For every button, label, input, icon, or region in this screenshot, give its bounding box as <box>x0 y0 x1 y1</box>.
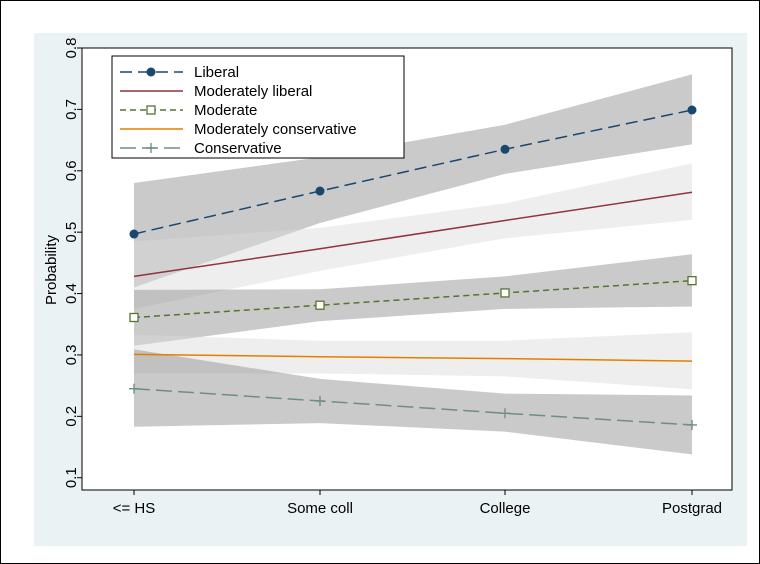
series-lines <box>133 109 693 426</box>
marker-2-3 <box>687 276 697 286</box>
x-tick-label-0: <= HS <box>113 500 156 517</box>
y-tick-label-5: 0.6 <box>63 160 80 181</box>
series-line-3 <box>133 353 693 362</box>
series-line-2 <box>133 279 693 319</box>
ci-band-2 <box>134 254 692 346</box>
marker-4-0 <box>129 383 139 394</box>
ci-band-3 <box>134 332 692 390</box>
legend-label-4: Conservative <box>194 140 282 157</box>
marker-4-2 <box>500 408 510 419</box>
legend-marker-4 <box>146 143 156 153</box>
ci-band-1 <box>134 163 692 309</box>
series-line-0 <box>133 109 693 235</box>
y-tick-label-7: 0.8 <box>63 38 80 59</box>
y-tick-label-0: 0.1 <box>63 467 80 488</box>
legend-marker-0 <box>146 67 156 77</box>
y-tick-label-3: 0.4 <box>63 283 80 304</box>
marker-4-1 <box>315 395 325 406</box>
legend-marker-2 <box>146 105 156 115</box>
marker-0-0 <box>129 229 139 239</box>
marker-2-2 <box>500 288 510 298</box>
x-tick-label-1: Some coll <box>287 500 353 517</box>
legend-label-3: Moderately conservative <box>194 121 357 138</box>
y-axis-label: Probability <box>43 234 60 305</box>
series-line-4 <box>133 387 693 426</box>
x-tick-label-2: College <box>480 500 531 517</box>
x-tick-label-3: Postgrad <box>662 500 722 517</box>
plot-area <box>81 47 733 491</box>
marker-2-0 <box>129 312 139 323</box>
y-tick-label-6: 0.7 <box>63 99 80 120</box>
ci-band-0 <box>134 74 692 288</box>
series-line-1 <box>133 191 693 278</box>
y-axis: 0.1 0.2 0.3 0.4 0.5 0.6 0.7 0.8 <box>63 38 83 490</box>
legend-label-2: Moderate <box>194 102 257 119</box>
marker-0-3 <box>687 105 697 115</box>
marker-0-1 <box>315 186 325 196</box>
legend-label-0: Liberal <box>194 64 239 81</box>
legend-label-1: Moderately liberal <box>194 83 312 100</box>
confidence-bands <box>134 74 692 455</box>
y-tick-label-1: 0.2 <box>63 406 80 427</box>
ci-band-4 <box>134 349 692 455</box>
marker-4-3 <box>687 419 697 430</box>
legend-box <box>111 55 405 159</box>
legend: Liberal Moderately liberal Moderate Moderat… <box>111 55 405 159</box>
y-tick-label-2: 0.3 <box>63 345 80 366</box>
x-axis: <= HS Some coll College Postgrad <box>82 489 732 517</box>
marker-2-1 <box>315 300 325 310</box>
marker-0-2 <box>500 144 510 154</box>
series-markers <box>129 105 697 430</box>
y-tick-label-4: 0.5 <box>63 222 80 243</box>
